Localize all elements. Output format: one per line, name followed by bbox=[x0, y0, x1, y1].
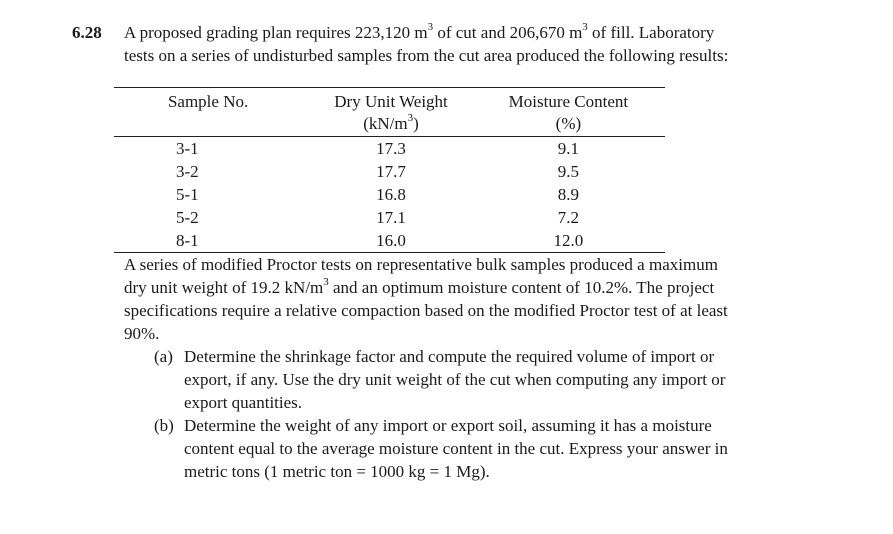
table-row: 5-2 17.1 7.2 bbox=[114, 206, 665, 229]
cell-sample: 8-1 bbox=[114, 229, 311, 253]
cell-sample: 5-2 bbox=[176, 208, 199, 227]
part-line: export, if any. Use the dry unit weight … bbox=[184, 370, 726, 389]
cell-dry-unit-weight: 17.7 bbox=[376, 162, 406, 181]
table-row: 3-1 17.3 9.1 bbox=[114, 137, 665, 161]
header-moisture-content: Moisture Content bbox=[471, 87, 665, 113]
part-a-text: Determine the shrinkage factor and compu… bbox=[184, 345, 844, 414]
table-row: 8-1 16.0 12.0 bbox=[114, 229, 665, 253]
cell-sample: 3-2 bbox=[176, 162, 199, 181]
cell-sample: 5-1 bbox=[176, 185, 199, 204]
paragraph-text: dry unit weight of 19.2 kN/m bbox=[124, 278, 324, 297]
table-header-units-row: (kN/m3) (%) bbox=[114, 113, 665, 137]
part-line: export quantities. bbox=[184, 393, 303, 412]
part-b-label: (b) bbox=[154, 416, 174, 435]
cell-dry-unit-weight: 17.3 bbox=[376, 139, 406, 158]
paragraph-line: specifications require a relative compac… bbox=[124, 301, 728, 320]
unit-text: ) bbox=[413, 114, 419, 133]
intro-text: A proposed grading plan requires 223,120… bbox=[124, 23, 428, 42]
header-moisture-units: (%) bbox=[471, 113, 665, 137]
intro-text: of cut and 206,670 m bbox=[433, 23, 583, 42]
cell-dry-unit-weight: 16.0 bbox=[310, 229, 472, 253]
cell-moisture: 12.0 bbox=[471, 229, 665, 253]
part-line: Determine the shrinkage factor and compu… bbox=[184, 347, 715, 366]
sample-results-table: Sample No. Dry Unit Weight Moisture Cont… bbox=[114, 87, 665, 253]
paragraph-text: and an optimum moisture content of 10.2%… bbox=[328, 278, 715, 297]
header-dry-unit-weight-units: (kN/m3) bbox=[310, 113, 472, 137]
part-line: metric tons (1 metric ton = 1000 kg = 1 … bbox=[184, 462, 490, 481]
part-line: content equal to the average moisture co… bbox=[184, 439, 728, 458]
cell-moisture: 9.5 bbox=[557, 162, 580, 181]
cell-moisture: 7.2 bbox=[557, 208, 580, 227]
intro-text: of fill. Laboratory bbox=[587, 23, 715, 42]
paragraph-line: dry unit weight of 19.2 kN/m3 and an opt… bbox=[124, 276, 844, 299]
superscript: 3 bbox=[582, 21, 588, 34]
problem-number: 6.28 bbox=[72, 23, 102, 42]
part-b-text: Determine the weight of any import or ex… bbox=[184, 414, 844, 483]
table-row: 3-2 17.7 9.5 bbox=[114, 160, 665, 183]
proctor-paragraph: A series of modified Proctor tests on re… bbox=[124, 253, 844, 345]
problem-intro: A proposed grading plan requires 223,120… bbox=[124, 21, 854, 67]
part-line: Determine the weight of any import or ex… bbox=[184, 416, 712, 435]
header-sample-no-units bbox=[114, 113, 311, 137]
superscript: 3 bbox=[323, 276, 329, 289]
cell-dry-unit-weight: 17.1 bbox=[376, 208, 406, 227]
paragraph-line: A series of modified Proctor tests on re… bbox=[124, 255, 718, 274]
table-row: 5-1 16.8 8.9 bbox=[114, 183, 665, 206]
part-a-label: (a) bbox=[154, 347, 173, 366]
paragraph-line: 90%. bbox=[124, 324, 160, 343]
unit-text: (kN/m bbox=[363, 114, 408, 133]
cell-moisture: 9.1 bbox=[557, 139, 580, 158]
cell-sample: 3-1 bbox=[176, 139, 199, 158]
cell-dry-unit-weight: 16.8 bbox=[376, 185, 406, 204]
intro-line-1: A proposed grading plan requires 223,120… bbox=[124, 21, 854, 44]
header-sample-no: Sample No. bbox=[114, 87, 311, 113]
table-header-row: Sample No. Dry Unit Weight Moisture Cont… bbox=[114, 87, 665, 113]
superscript: 3 bbox=[407, 112, 414, 125]
superscript: 3 bbox=[427, 21, 434, 34]
intro-line-2: tests on a series of undisturbed samples… bbox=[124, 46, 729, 65]
cell-moisture: 8.9 bbox=[557, 185, 580, 204]
header-dry-unit-weight: Dry Unit Weight bbox=[310, 87, 472, 113]
